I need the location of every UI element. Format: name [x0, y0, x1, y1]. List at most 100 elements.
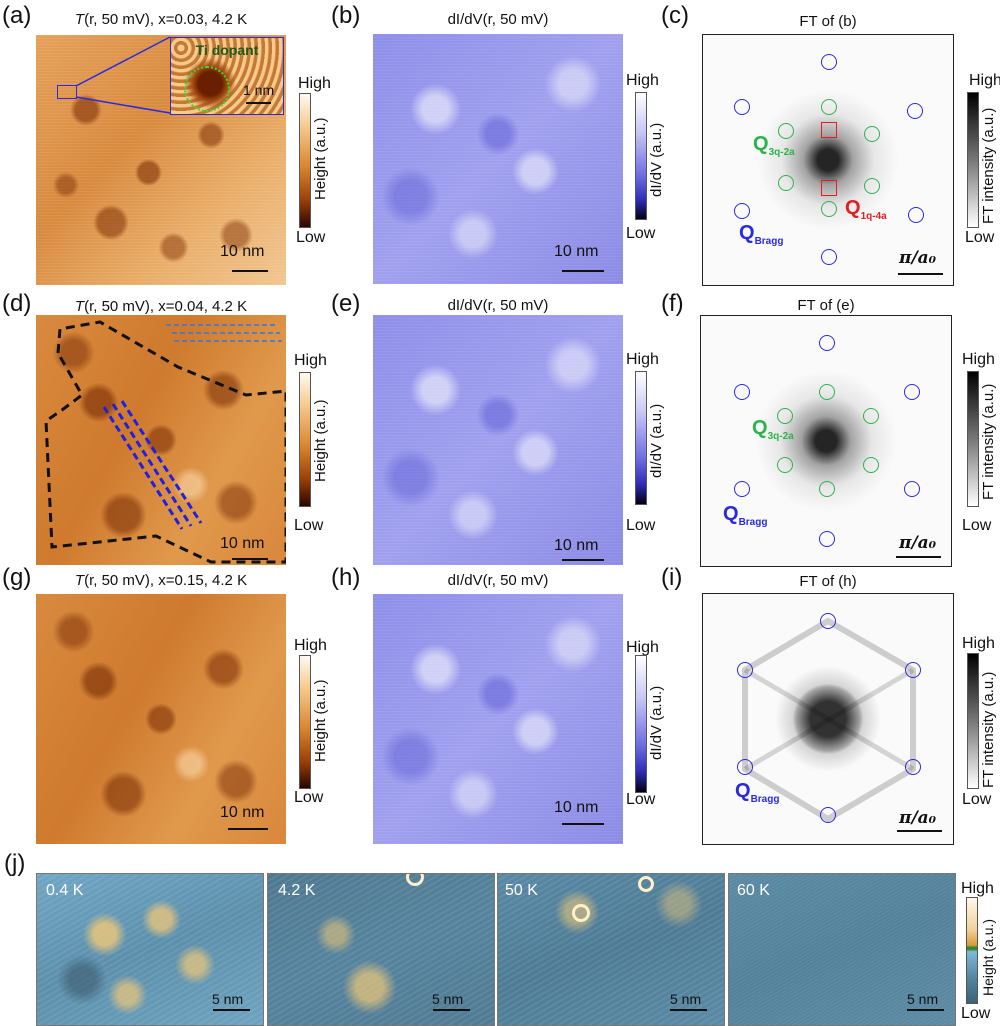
reciprocal-scale-label: π/a₀	[899, 533, 937, 553]
q1q-4a-label: Q1q-4a	[845, 197, 887, 222]
cdw-peak-circle	[778, 175, 794, 191]
inset-connector-lines	[75, 36, 171, 114]
panel-g-topograph: 10 nm	[36, 594, 286, 844]
dopant-circle	[184, 66, 230, 112]
bragg-peak-circle	[819, 335, 835, 351]
scale-bar	[232, 270, 268, 272]
bragg-peak-circle	[734, 384, 750, 400]
q-symbol: Q	[753, 133, 769, 155]
q1q-4a-peak-square	[821, 122, 837, 138]
bragg-peak-circle	[905, 759, 921, 775]
q-bragg-label: QBragg	[739, 222, 783, 247]
temperature-label: 60 K	[737, 882, 770, 899]
panel-c-title: FT of (b)	[799, 13, 857, 30]
colorbar-low-label: Low	[294, 789, 324, 806]
scale-bar-label: 10 nm	[554, 799, 599, 816]
bragg-peak-circle	[819, 531, 835, 547]
q3q-2a-label: Q3q-2a	[753, 133, 795, 158]
colorbar-high-label: High	[626, 351, 659, 368]
defect-ring	[572, 904, 590, 922]
panel-g-title: T(r, 50 mV), x=0.15, 4.2 K	[36, 573, 286, 589]
panel-j-frame-3: 50 K 5 nm	[497, 873, 725, 1026]
q-subscript: Bragg	[754, 236, 784, 247]
q-subscript: Bragg	[738, 517, 768, 528]
scale-bar	[213, 1009, 250, 1011]
scale-bar-label: 5 nm	[212, 991, 244, 1007]
cdw-peak-circle	[819, 481, 835, 497]
panel-j-frame-4: 60 K 5 nm	[728, 873, 956, 1026]
scale-bar-label: 10 nm	[220, 804, 265, 821]
scale-bar	[562, 559, 604, 561]
bragg-peak-circle	[734, 481, 750, 497]
bragg-peak-circle	[820, 613, 836, 629]
cdw-peak-circle	[777, 457, 793, 473]
panel-a-title-prefix: T	[74, 11, 85, 28]
panel-j-frame-2: 4.2 K 5 nm	[267, 873, 495, 1026]
panel-d-colorbar	[299, 372, 311, 507]
panel-e-title: dI/dV(r, 50 mV)	[447, 297, 549, 314]
colorbar-low-label: Low	[626, 225, 656, 242]
bragg-peak-circle	[737, 662, 753, 678]
colorbar-high-label: High	[294, 352, 327, 369]
panel-d-title-rest: (r, 50 mV), x=0.04, 4.2 K	[84, 298, 248, 315]
inset-scale-bar	[246, 102, 271, 104]
panel-d-title-prefix: T	[74, 298, 85, 315]
q-symbol: Q	[723, 503, 739, 525]
scale-bar-label: 5 nm	[432, 991, 464, 1007]
panel-label-i: (i)	[661, 564, 683, 591]
cdw-peak-circle	[863, 457, 879, 473]
colorbar-low-label: Low	[294, 517, 324, 534]
colorbar-axis-label: Height (a.u.)	[980, 918, 996, 996]
q-subscript: Bragg	[750, 794, 780, 805]
panel-b-title: dI/dV(r, 50 mV)	[447, 11, 549, 28]
q-bragg-label: QBragg	[723, 503, 767, 528]
reciprocal-scale-bar	[897, 830, 942, 832]
panel-a-topograph: Ti dopant 1 nm 10 nm	[36, 35, 286, 285]
colorbar-axis-label: dI/dV (a.u.)	[648, 122, 665, 197]
domain-boundary-overlay	[44, 320, 286, 564]
bragg-peak-circle	[905, 662, 921, 678]
colorbar-low-label: Low	[965, 229, 995, 246]
colorbar-low-label: Low	[626, 791, 656, 808]
panel-a-colorbar	[299, 93, 311, 228]
panel-label-c: (c)	[661, 2, 689, 29]
q-subscript: 1q-4a	[860, 211, 887, 222]
inset-scale-bar-label: 1 nm	[243, 82, 275, 98]
scale-bar	[562, 823, 604, 825]
reciprocal-scale-bar	[896, 556, 941, 558]
colorbar-low-label: Low	[961, 1005, 991, 1022]
panel-e-colorbar	[635, 371, 647, 505]
cdw-peak-circle	[864, 178, 880, 194]
colorbar-low-label: Low	[626, 517, 656, 534]
panel-g-colorbar	[299, 655, 311, 789]
panel-h-didv-map: 10 nm	[373, 594, 623, 844]
bragg-peak-circle	[737, 759, 753, 775]
temperature-label: 0.4 K	[46, 882, 84, 899]
panel-i-fourier-transform: QBragg π/a₀	[702, 593, 954, 845]
panel-a-title-rest: (r, 50 mV), x=0.03, 4.2 K	[84, 11, 248, 28]
colorbar-axis-label: dI/dV (a.u.)	[648, 403, 665, 478]
scale-bar	[232, 558, 268, 560]
panel-b-colorbar	[635, 92, 647, 220]
panel-g-title-prefix: T	[74, 572, 85, 589]
colorbar-high-label: High	[962, 351, 995, 368]
reciprocal-scale-label: π/a₀	[899, 248, 937, 268]
scale-bar	[433, 1009, 470, 1011]
scale-bar	[562, 270, 604, 272]
colorbar-axis-label: dI/dV (a.u.)	[648, 685, 665, 760]
panel-j-colorbar	[966, 897, 978, 1004]
panel-label-h: (h)	[331, 564, 361, 591]
bragg-peak-circle	[904, 481, 920, 497]
panel-e-didv-map: 10 nm	[373, 315, 623, 565]
colorbar-high-label: High	[961, 880, 994, 897]
scale-bar	[907, 1009, 944, 1011]
temperature-label: 4.2 K	[278, 882, 316, 899]
colorbar-low-label: Low	[962, 791, 992, 808]
cdw-peak-circle	[778, 123, 794, 139]
q-subscript: 3q-2a	[767, 431, 794, 442]
panel-f-colorbar	[967, 371, 979, 507]
colorbar-axis-label: FT intensity (a.u.)	[980, 107, 997, 224]
scale-bar-label: 10 nm	[220, 243, 265, 260]
scale-bar-label: 5 nm	[907, 991, 939, 1007]
panel-label-j: (j)	[4, 850, 26, 877]
